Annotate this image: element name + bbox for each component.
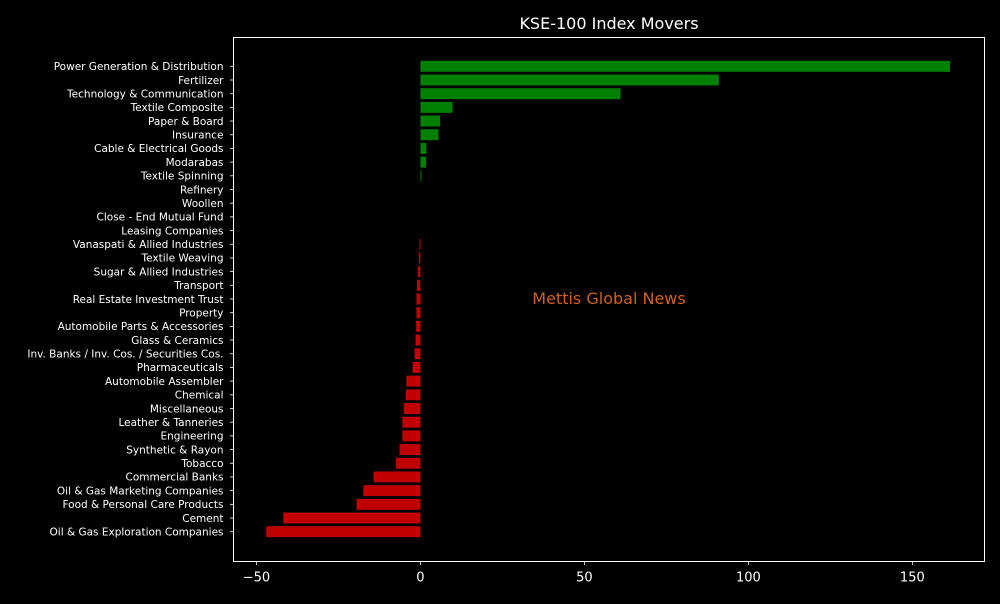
bar bbox=[420, 60, 951, 72]
category-label: Automobile Assembler bbox=[105, 376, 224, 388]
category-labels: Power Generation & Distribution Fertilize… bbox=[27, 61, 234, 539]
bar bbox=[419, 238, 421, 250]
bar bbox=[416, 307, 421, 319]
bar bbox=[412, 361, 421, 373]
plot-area bbox=[233, 37, 985, 562]
watermark-text: Mettis Global News bbox=[532, 289, 685, 308]
bar bbox=[356, 498, 421, 510]
bar bbox=[283, 512, 421, 524]
category-label: Textile Weaving bbox=[141, 253, 224, 265]
category-label: Modarabas bbox=[166, 157, 224, 169]
bar bbox=[402, 416, 421, 428]
category-label: Textile Composite bbox=[130, 102, 224, 114]
bar bbox=[373, 471, 421, 483]
x-tick-label: 50 bbox=[576, 571, 593, 586]
category-label: Miscellaneous bbox=[150, 403, 224, 415]
bar bbox=[415, 334, 421, 346]
bar bbox=[406, 375, 421, 387]
category-label: Engineering bbox=[161, 431, 224, 443]
bar bbox=[420, 74, 719, 86]
category-label: Property bbox=[179, 307, 223, 319]
category-label: Leasing Companies bbox=[121, 225, 223, 237]
bar bbox=[363, 485, 421, 497]
x-tick-label: 100 bbox=[736, 571, 761, 586]
bar bbox=[266, 526, 421, 538]
category-label: Paper & Board bbox=[148, 116, 223, 128]
bar bbox=[420, 142, 427, 154]
bar bbox=[417, 266, 421, 278]
x-tick-label: −50 bbox=[243, 571, 270, 586]
category-label: Automobile Parts & Accessories bbox=[58, 321, 224, 333]
x-axis: −50 0 50 100 150 bbox=[243, 561, 925, 586]
category-label: Oil & Gas Exploration Companies bbox=[50, 527, 224, 539]
category-label: Synthetic & Rayon bbox=[126, 444, 223, 456]
category-label: Glass & Ceramics bbox=[131, 335, 223, 347]
category-label: Vanaspati & Allied Industries bbox=[73, 239, 224, 251]
category-label: Sugar & Allied Industries bbox=[94, 266, 224, 278]
bar bbox=[420, 115, 441, 127]
category-label: Technology & Communication bbox=[66, 88, 223, 100]
category-label: Textile Spinning bbox=[140, 171, 224, 183]
bar bbox=[416, 320, 421, 332]
category-label: Chemical bbox=[175, 390, 224, 402]
bar bbox=[418, 252, 421, 264]
category-label: Power Generation & Distribution bbox=[54, 61, 224, 73]
bar bbox=[414, 348, 421, 360]
category-label: Cement bbox=[182, 513, 223, 525]
x-tick-label: 0 bbox=[416, 571, 424, 586]
category-label: Refinery bbox=[180, 184, 224, 196]
category-label: Food & Personal Care Products bbox=[62, 499, 223, 511]
bar bbox=[416, 293, 421, 305]
bar bbox=[402, 430, 421, 442]
bar bbox=[420, 88, 621, 100]
category-label: Transport bbox=[173, 280, 223, 292]
category-label: Inv. Banks / Inv. Cos. / Securities Cos. bbox=[27, 349, 223, 361]
bar bbox=[420, 170, 422, 182]
category-label: Oil & Gas Marketing Companies bbox=[57, 485, 224, 497]
bar bbox=[420, 129, 439, 141]
category-label: Fertilizer bbox=[178, 75, 224, 87]
bar bbox=[399, 444, 421, 456]
bar bbox=[403, 403, 421, 414]
bar bbox=[406, 389, 421, 401]
chart-title: KSE-100 Index Movers bbox=[519, 14, 698, 33]
bar bbox=[420, 156, 427, 168]
category-label: Tobacco bbox=[180, 458, 223, 470]
category-label: Insurance bbox=[172, 130, 224, 142]
category-label: Real Estate Investment Trust bbox=[73, 294, 224, 306]
category-label: Close - End Mutual Fund bbox=[97, 212, 224, 224]
category-label: Woollen bbox=[182, 198, 224, 210]
bars-layer bbox=[266, 60, 951, 538]
category-label: Cable & Electrical Goods bbox=[94, 143, 223, 155]
bar bbox=[416, 279, 421, 291]
bar bbox=[396, 457, 421, 469]
category-label: Commercial Banks bbox=[126, 472, 224, 484]
category-label: Leather & Tanneries bbox=[118, 417, 223, 429]
x-tick-label: 150 bbox=[900, 571, 925, 586]
category-label: Pharmaceuticals bbox=[137, 362, 224, 374]
bar bbox=[420, 101, 453, 113]
